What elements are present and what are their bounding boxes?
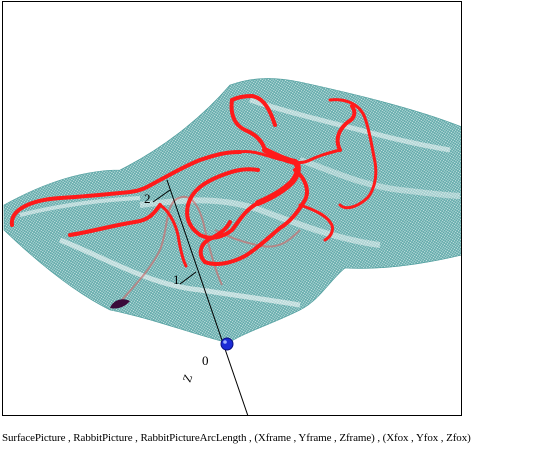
z-axis-tick-0: 0 bbox=[202, 353, 209, 368]
rabbit-path bbox=[9, 94, 378, 268]
z-axis-tick-2: 2 bbox=[144, 191, 151, 206]
rabbit-start-marker bbox=[110, 299, 130, 309]
fox-path bbox=[121, 195, 301, 301]
plot-caption: SurfacePicture , RabbitPicture , RabbitP… bbox=[2, 432, 471, 444]
z-axis-tick-1: 1 bbox=[173, 272, 180, 287]
z-axis-label: Z bbox=[180, 372, 196, 384]
fox-marker bbox=[220, 337, 234, 351]
z-axis bbox=[152, 179, 249, 415]
surface-mesh bbox=[3, 78, 461, 344]
